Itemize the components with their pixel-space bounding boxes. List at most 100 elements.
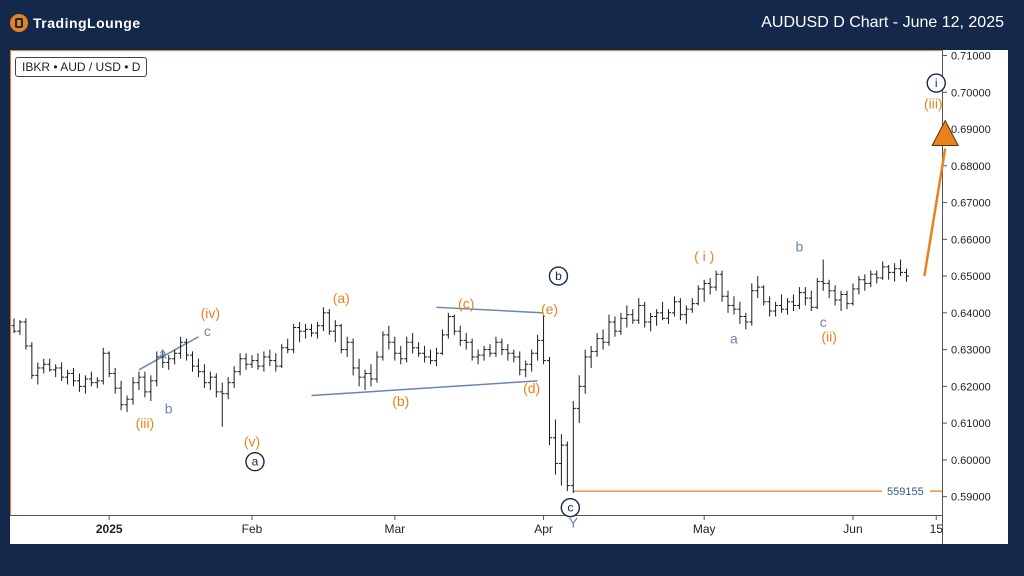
ohlc-bar [576,375,582,424]
ohlc-bar [564,441,570,492]
ohlc-bar [386,325,392,350]
chart-panel[interactable]: 0.71000 0.70000 0.69000 0.68000 0.67000 0.660… [10,50,1008,544]
ohlc-bar [297,322,303,343]
chart-title: AUDUSD D Chart - June 12, 2025 [761,14,1004,31]
ohlc-bar [11,318,17,334]
ohlc-bar [862,274,868,291]
ohlc-bar [666,309,671,324]
ohlc-bar [433,347,439,367]
ohlc-bar [785,298,790,315]
wave-label: (c) [458,296,474,312]
ohlc-bar [332,320,338,343]
ohlc-bar [225,377,231,400]
ohlc-bar [285,338,291,354]
ohlc-bar [808,290,814,311]
ohlc-bar [463,333,469,350]
x-tick-label: 15 [930,522,944,536]
ohlc-bar [606,314,612,346]
wave-label: a [252,455,259,469]
ohlc-bar [416,342,422,357]
ohlc-bar [552,419,558,475]
y-tick-label: 0.59000 [951,492,991,504]
ohlc-bar [802,287,808,306]
ohlc-bar [303,323,309,339]
ohlc-bar [683,305,689,324]
ohlc-bar [273,353,279,372]
ohlc-bar [35,362,41,385]
wave-label: (v) [244,433,260,449]
ohlc-bar [106,351,112,378]
ohlc-bar [767,296,773,317]
support-level-label: 559155 [887,486,924,498]
ohlc-bar [820,259,826,291]
wave-label: (e) [541,301,558,317]
logo-icon [10,14,28,32]
y-tick-label: 0.69000 [951,124,991,136]
ohlc-bar [773,301,779,317]
y-tick-label: 0.66000 [951,234,991,246]
ohlc-bar [213,373,219,398]
ohlc-bar [814,277,820,310]
ohlc-bar [23,318,29,350]
y-tick-label: 0.64000 [951,308,991,320]
ohlc-bar [82,375,88,394]
ohlc-bar [344,336,350,357]
wave-label: c [820,314,827,330]
ohlc-bar [558,434,564,486]
ohlc-bar [695,285,701,306]
wave-label: ( i ) [694,248,714,264]
ohlc-bar [172,349,178,365]
target-arrow-line [923,148,947,277]
ohlc-bar [493,336,499,357]
ohlc-bar [249,355,255,368]
ohlc-bar [439,329,445,356]
ohlc-bar [356,358,362,387]
price-chart[interactable]: 0.71000 0.70000 0.69000 0.68000 0.67000 0.660… [10,50,1008,544]
ohlc-bar [761,285,767,306]
ohlc-bar [190,351,195,372]
y-tick-label: 0.65000 [951,271,991,283]
ohlc-bar [326,309,332,335]
logo-text: TradingLounge [33,15,141,31]
x-tick-label: May [693,522,716,536]
symbol-label: IBKR • AUD / USD • D [15,57,148,77]
ohlc-bar [243,353,249,370]
wave-label-circle [926,73,946,93]
wave-label: (iii) [924,95,943,111]
ohlc-bar [88,371,94,387]
ohlc-bar [743,312,749,330]
ohlc-bar [624,305,630,328]
ohlc-bar [737,301,743,324]
x-tick-label: 2025 [96,522,123,536]
ohlc-bar [368,364,374,387]
target-arrow-head [931,119,959,147]
ohlc-bar [314,322,320,339]
ohlc-bar [874,270,880,284]
ohlc-bar [636,298,642,324]
wave-label: (a) [333,290,350,306]
wave-label: (iii) [136,415,155,431]
ohlc-bar [660,301,666,321]
ohlc-bar [612,316,618,337]
ohlc-bar [529,349,535,372]
ohlc-bar [451,314,457,335]
ohlc-bar [499,338,505,356]
ohlc-bar [689,298,695,313]
x-tick-label: Feb [242,522,263,536]
ohlc-bar [17,320,23,335]
ohlc-bar [118,380,124,411]
ohlc-bar [237,353,243,376]
ohlc-bar [100,347,106,385]
ohlc-bar [148,375,154,402]
trendline-wedge-upper [436,306,544,314]
wave-label: a [730,331,738,347]
wave-label: Y [569,514,579,530]
ohlc-bar [469,338,475,361]
ohlc-bar [279,344,285,368]
wave-label: i [935,76,938,90]
ohlc-bar [886,265,892,280]
ohlc-bar [380,331,386,361]
ohlc-bar [648,312,654,332]
ohlc-bar [547,356,552,446]
ohlc-bar [642,301,648,328]
